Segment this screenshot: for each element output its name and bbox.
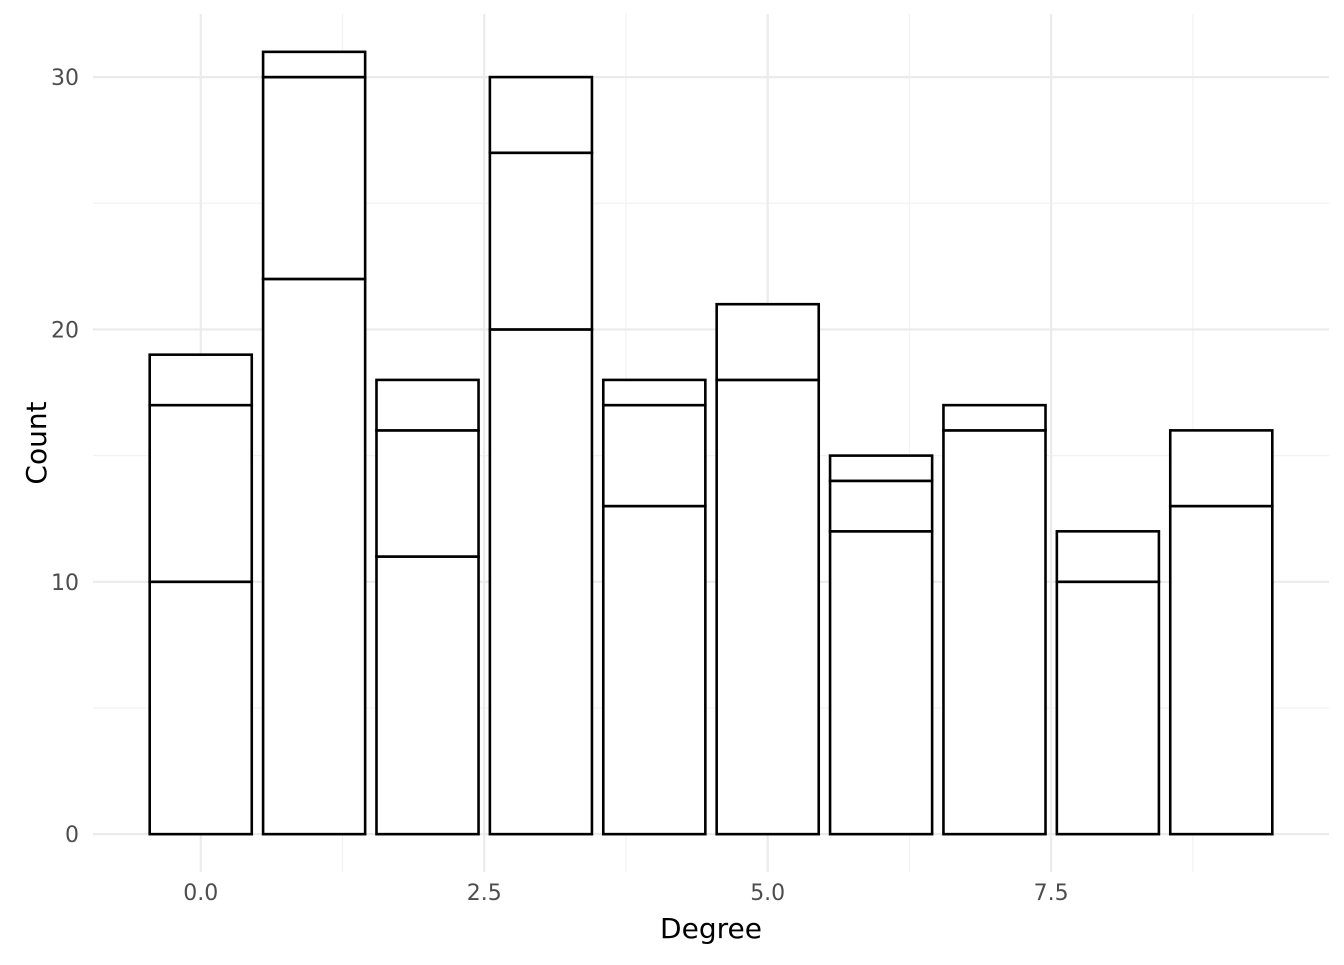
bar-segment-6-1 — [828, 479, 934, 533]
x-tick-label: 7.5 — [1034, 881, 1069, 906]
x-tick-label: 0.0 — [183, 881, 218, 906]
bar-segment-5-1 — [715, 302, 821, 382]
bar-segment-9-1 — [1168, 429, 1274, 508]
x-tick-label: 5.0 — [750, 881, 785, 906]
bar-segment-0-1 — [148, 403, 254, 584]
bar-segment-6-0 — [828, 530, 934, 836]
bar-segment-0-2 — [148, 353, 254, 407]
bar-segment-4-0 — [601, 504, 707, 836]
bars-layer — [148, 50, 1274, 836]
bar-segment-3-0 — [488, 328, 594, 836]
y-tick-label: 10 — [51, 571, 79, 596]
y-tick-label: 20 — [51, 318, 79, 343]
bar-segment-3-2 — [488, 75, 594, 155]
tick-labels-layer: 0.0 2.5 5.0 7.5 0 10 20 30 — [51, 66, 1069, 906]
x-axis-title: Degree — [660, 912, 762, 945]
y-tick-label: 30 — [51, 66, 79, 91]
bar-segment-4-2 — [601, 378, 707, 407]
y-tick-label: 0 — [65, 823, 79, 848]
bar-segment-2-1 — [375, 429, 480, 558]
x-tick-label: 2.5 — [467, 881, 502, 906]
bar-segment-0-0 — [148, 580, 254, 836]
bar-segment-3-1 — [488, 151, 594, 331]
y-axis-title: Count — [20, 401, 53, 484]
bar-segment-5-0 — [715, 378, 821, 836]
bar-segment-1-0 — [261, 277, 367, 836]
bar-segment-7-0 — [942, 429, 1047, 836]
bar-segment-7-1 — [942, 403, 1047, 432]
bar-segment-9-0 — [1168, 504, 1274, 836]
bar-segment-8-1 — [1055, 530, 1161, 584]
bar-segment-1-2 — [261, 50, 367, 79]
bar-segment-1-1 — [261, 75, 367, 281]
bar-segment-6-2 — [828, 454, 934, 483]
bar-segment-2-2 — [375, 378, 480, 432]
bar-segment-2-0 — [375, 555, 480, 836]
bar-segment-4-1 — [601, 403, 707, 508]
bar-segment-8-0 — [1055, 580, 1161, 836]
